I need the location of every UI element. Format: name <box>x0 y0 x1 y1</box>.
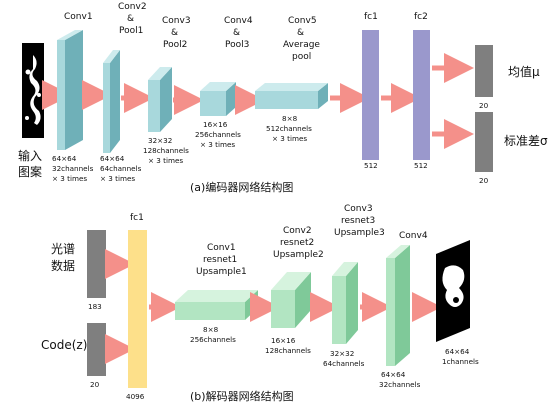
decoder-caption: (b)解码器网络结构图 <box>190 389 294 403</box>
decoder-conv3-size: 32×32 <box>330 349 354 358</box>
decoder-spectrum-label-line1: 光谱 <box>51 242 75 256</box>
encoder-mu-label: 均值μ <box>508 64 540 79</box>
decoder-conv4-channels: 32channels <box>379 380 421 389</box>
encoder-mu-box <box>475 45 493 97</box>
encoder-conv4-title-l3: Pool3 <box>225 40 249 50</box>
encoder-conv2-block <box>103 50 120 153</box>
decoder-conv2-title-l1: Conv2 <box>283 226 312 236</box>
encoder-conv4-size: 16×16 <box>203 120 228 129</box>
decoder-conv2-size: 16×16 <box>271 336 296 345</box>
encoder-conv4-channels: 256channels <box>195 130 241 139</box>
encoder-conv1-title: Conv1 <box>64 12 93 22</box>
encoder-conv5-channels: 512channels <box>266 124 312 133</box>
encoder-conv3-size: 32×32 <box>148 136 172 145</box>
encoder-conv2-title-l3: Pool1 <box>119 26 143 36</box>
encoder-sigma-box <box>475 112 493 172</box>
encoder-conv4-title-l1: Conv4 <box>224 16 253 26</box>
encoder-conv5-title-l3: Average <box>283 40 320 50</box>
encoder-caption: (a)编码器网络结构图 <box>190 180 293 194</box>
decoder-spectrum-size: 183 <box>88 302 102 311</box>
decoder-code-label: Code(z) <box>41 338 87 352</box>
encoder-conv5-times: × 3 times <box>272 134 307 143</box>
decoder-conv2-title-l2: resnet2 <box>280 238 314 248</box>
decoder-conv2-block <box>271 272 311 328</box>
decoder-conv1-title-l3: Upsample1 <box>196 267 247 277</box>
encoder-conv4-title-l2: & <box>233 28 240 38</box>
encoder-conv2-channels: 64channels <box>100 164 142 173</box>
decoder-conv2-channels: 128channels <box>265 346 311 355</box>
encoder-conv1-times: × 3 times <box>52 174 87 183</box>
decoder-conv3-title-l1: Conv3 <box>344 204 373 214</box>
decoder-spectrum-box <box>87 230 106 298</box>
encoder-fc1-title: fc1 <box>364 12 378 22</box>
encoder-conv4-times: × 3 times <box>200 140 235 149</box>
encoder-conv1-block <box>57 30 83 150</box>
decoder-conv3-title-l3: Upsample3 <box>334 228 385 238</box>
decoder-conv1-channels: 256channels <box>190 335 236 344</box>
decoder-fc1-size: 4096 <box>126 392 145 401</box>
encoder-conv2-times: × 3 times <box>100 174 135 183</box>
decoder-code-size: 20 <box>90 380 100 389</box>
decoder-spectrum-label-line2: 数据 <box>51 258 75 273</box>
encoder-sigma-size: 20 <box>479 176 489 185</box>
encoder-conv2-size: 64×64 <box>100 154 125 163</box>
decoder-conv1-title-l2: resnet1 <box>203 255 237 265</box>
encoder-conv3-times: × 3 times <box>148 156 183 165</box>
encoder-conv3-title-l2: & <box>171 28 178 38</box>
encoder-conv5-title-l2: & <box>297 28 304 38</box>
encoder-conv5-block <box>255 83 328 109</box>
decoder-conv1-block <box>175 290 258 320</box>
decoder-conv1-title-l1: Conv1 <box>207 243 236 253</box>
encoder-input-label-line2: 图案 <box>18 164 42 179</box>
decoder-conv1-size: 8×8 <box>203 325 219 334</box>
encoder-conv3-title-l3: Pool2 <box>163 40 187 50</box>
encoder-fc2-size: 512 <box>414 161 428 170</box>
encoder-conv2-title-l2: & <box>127 14 134 24</box>
encoder-fc2-bar <box>413 30 430 160</box>
encoder-conv3-channels: 128channels <box>143 146 189 155</box>
decoder-conv4-block <box>386 245 410 366</box>
encoder-conv1-size: 64×64 <box>52 154 77 163</box>
encoder-conv4-block <box>200 82 236 116</box>
encoder-fc1-bar <box>362 30 379 160</box>
decoder-conv4-title: Conv4 <box>399 231 428 241</box>
encoder-input-image <box>22 43 44 138</box>
decoder-output-channels: 1channels <box>442 357 479 366</box>
encoder-mu-size: 20 <box>479 101 489 110</box>
encoder-conv5-title-l4: pool <box>292 52 311 62</box>
encoder-sigma-label: 标准差σ <box>504 134 548 148</box>
encoder-input-label-line1: 输入 <box>18 148 42 163</box>
decoder-code-box <box>87 323 106 376</box>
decoder-output-image <box>436 240 470 342</box>
decoder-fc1-bar <box>128 230 147 388</box>
decoder-fc1-title: fc1 <box>130 213 144 223</box>
encoder-conv3-title-l1: Conv3 <box>162 16 191 26</box>
encoder-conv3-block <box>148 67 172 132</box>
encoder-fc2-title: fc2 <box>414 12 428 22</box>
encoder-conv1-channels: 32channels <box>52 164 94 173</box>
decoder-conv3-block <box>332 262 358 344</box>
encoder-conv5-title-l1: Conv5 <box>288 16 317 26</box>
decoder-output-size: 64×64 <box>445 347 470 356</box>
encoder-conv2-title-l1: Conv2 <box>118 2 147 12</box>
decoder-conv3-channels: 64channels <box>323 359 365 368</box>
encoder-conv5-size: 8×8 <box>282 114 298 123</box>
decoder-conv4-size: 64×64 <box>381 370 406 379</box>
encoder-fc1-size: 512 <box>364 161 378 170</box>
decoder-conv2-title-l3: Upsample2 <box>273 250 324 260</box>
decoder-conv3-title-l2: resnet3 <box>341 216 375 226</box>
